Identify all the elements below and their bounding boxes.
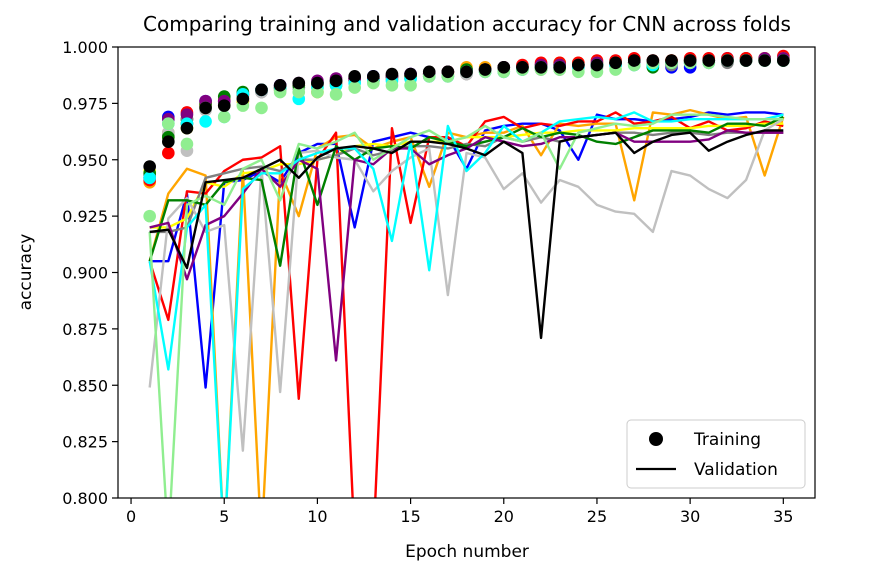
training-point-series-11 (777, 54, 790, 67)
training-point-series-11 (441, 65, 455, 79)
training-point-series-11 (273, 79, 287, 92)
y-tick-label: 0.850 (62, 376, 108, 395)
training-point-series-11 (721, 54, 734, 67)
training-point-series-10 (180, 137, 194, 151)
axes: 0 5 10 15 20 25 30 35 0.800 0.825 0.850 0.875 0.900 0… (62, 38, 816, 526)
training-point-series-10 (348, 81, 361, 94)
training-point-series-3 (162, 146, 175, 160)
y-tick-label: 0.925 (62, 207, 108, 226)
legend: Training Validation (626, 419, 806, 489)
validation-line-series-11 (149, 129, 784, 340)
x-tick-label: 20 (494, 507, 514, 526)
training-point-series-10 (162, 117, 175, 130)
validation-line-series-6 (148, 118, 784, 452)
training-point-series-11 (199, 101, 212, 115)
training-point-series-11 (758, 54, 771, 67)
x-tick-label: 10 (307, 507, 327, 526)
y-tick-label: 0.950 (62, 151, 108, 170)
y-tick-label: 1.000 (62, 38, 108, 57)
training-point-series-11 (590, 58, 604, 72)
training-point-series-11 (143, 160, 156, 173)
training-point-series-11 (665, 54, 678, 67)
legend-frame (626, 419, 806, 489)
training-point-series-11 (348, 70, 361, 83)
legend-validation-label: Validation (694, 460, 778, 480)
x-tick-label: 30 (680, 507, 700, 526)
training-point-series-11 (255, 83, 268, 97)
training-point-series-10 (385, 79, 399, 92)
training-points (143, 49, 790, 223)
training-point-series-11 (683, 54, 697, 67)
training-point-series-10 (404, 79, 417, 92)
training-point-series-11 (497, 61, 511, 74)
training-point-series-11 (609, 56, 622, 70)
training-point-series-11 (702, 54, 716, 67)
training-point-series-11 (627, 54, 641, 67)
validation-line-series-8 (149, 129, 784, 362)
training-point-series-9 (199, 115, 212, 128)
training-point-series-11 (292, 76, 306, 90)
x-axis-label: Epoch number (405, 542, 529, 562)
training-point-series-11 (572, 58, 585, 72)
y-axis-label: accuracy (16, 234, 36, 311)
training-point-series-11 (516, 61, 529, 74)
training-point-series-11 (385, 67, 399, 81)
training-point-series-11 (311, 76, 324, 90)
plot-area (143, 49, 790, 498)
training-point-series-11 (422, 65, 436, 79)
training-point-series-8 (180, 108, 194, 121)
training-point-series-11 (217, 99, 231, 112)
training-point-series-11 (646, 54, 660, 67)
training-point-series-10 (329, 88, 343, 101)
validation-line-series-10 (148, 113, 784, 498)
training-point-series-11 (329, 74, 343, 88)
training-point-series-11 (180, 121, 194, 135)
training-point-series-11 (739, 54, 753, 67)
training-point-series-10 (311, 85, 324, 99)
training-point-series-10 (143, 209, 156, 223)
training-point-series-11 (367, 70, 380, 83)
y-tick-label: 0.875 (62, 320, 108, 339)
training-point-series-11 (460, 65, 473, 79)
validation-lines (148, 108, 785, 498)
training-point-series-11 (534, 61, 548, 74)
training-point-series-11 (478, 63, 492, 76)
x-tick-label: 5 (219, 507, 229, 526)
training-point-series-11 (162, 135, 175, 149)
training-point-series-10 (217, 110, 231, 124)
training-point-series-11 (404, 67, 417, 81)
x-tick-label: 35 (773, 507, 793, 526)
y-tick-label: 0.975 (62, 94, 108, 113)
x-tick-label: 15 (400, 507, 420, 526)
training-point-series-11 (236, 92, 250, 106)
y-tick-label: 0.800 (62, 489, 108, 508)
training-point-series-10 (255, 101, 268, 115)
chart-title: Comparing training and validation accura… (143, 12, 791, 36)
legend-training-label: Training (693, 430, 761, 450)
validation-line-series-9 (148, 111, 784, 498)
x-tick-label: 25 (587, 507, 607, 526)
training-point-series-10 (292, 85, 306, 99)
training-point-series-11 (553, 61, 566, 74)
training-point-series-9 (143, 171, 156, 185)
validation-line-series-5 (149, 131, 784, 234)
legend-training-marker (649, 432, 663, 446)
y-tick-label: 0.900 (62, 264, 108, 283)
y-tick-label: 0.825 (62, 433, 108, 452)
x-tick-label: 0 (126, 507, 136, 526)
